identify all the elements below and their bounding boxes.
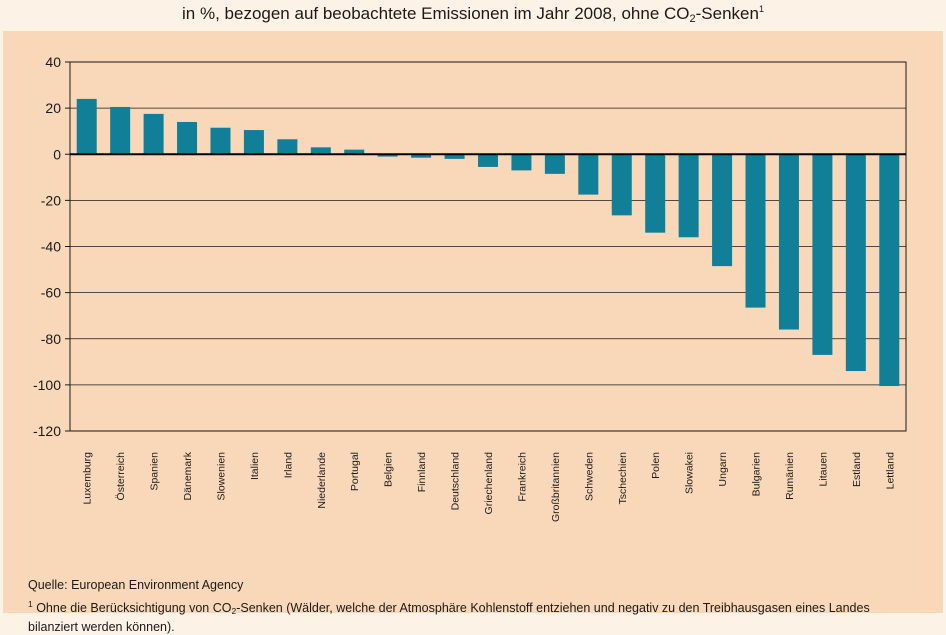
footnote-subscript: 2 <box>231 606 237 616</box>
x-tick-label: Estland <box>851 452 863 487</box>
bar <box>411 154 432 158</box>
x-tick-label: Slowakei <box>684 452 696 494</box>
bar-layer <box>76 98 900 387</box>
grid-layer <box>69 61 907 432</box>
y-tick-label: -80 <box>41 331 61 347</box>
x-tick-label: Ungarn <box>717 452 729 487</box>
bar <box>310 147 331 155</box>
x-tick-label: Dänemark <box>182 451 194 500</box>
x-tick-label: Bulgarien <box>751 452 763 497</box>
title-text: in %, bezogen auf beobachtete Emissionen… <box>182 4 690 23</box>
source-note: Quelle: European Environment Agency <box>28 578 244 592</box>
x-tick-label: Belgien <box>383 452 395 487</box>
title-footnote-mark: 1 <box>758 4 764 14</box>
x-tick-label: Polen <box>650 452 662 479</box>
title-subscript: 2 <box>689 13 696 25</box>
x-tick-label: Frankreich <box>516 452 528 502</box>
bar <box>210 127 231 155</box>
bar <box>678 154 699 238</box>
bar <box>377 154 398 157</box>
bar <box>143 113 164 155</box>
y-tick-label: 0 <box>53 146 61 162</box>
y-tick-label: -60 <box>41 285 61 301</box>
bar <box>845 154 866 372</box>
bar <box>778 154 799 330</box>
bar <box>578 154 599 195</box>
chart-title: in %, bezogen auf beobachtete Emissionen… <box>0 4 946 25</box>
x-tick-label: Irland <box>282 452 294 478</box>
bar <box>712 154 733 267</box>
x-tick-label: Italien <box>249 452 261 480</box>
label-layer: Luxemburg Österreich Spanien Dänemark Slowen… <box>82 451 897 522</box>
bar-chart: 40 20 0 -20 -40 -60 -80 -100 -120 Luxemburg Öster… <box>33 54 907 522</box>
x-tick-label: Portugal <box>349 452 361 491</box>
title-text-suffix: -Senken <box>695 4 759 23</box>
bar <box>812 154 833 355</box>
x-tick-label: Großbritannien <box>550 452 562 522</box>
bar <box>444 154 465 159</box>
bar <box>611 154 632 216</box>
bar <box>344 149 365 155</box>
bar <box>544 154 565 174</box>
bar <box>76 98 97 155</box>
x-tick-label: Lettland <box>884 452 896 490</box>
x-tick-label: Rumänien <box>784 452 796 500</box>
x-tick-label: Deutschland <box>450 452 462 511</box>
y-tick-label: -100 <box>33 377 61 393</box>
y-tick-label: 20 <box>45 100 61 116</box>
x-tick-label: Schweden <box>583 452 595 501</box>
bar <box>879 154 900 387</box>
x-tick-label: Litauen <box>817 452 829 487</box>
bar <box>745 154 766 308</box>
chart-panel: 40 20 0 -20 -40 -60 -80 -100 -120 Luxemburg Öster… <box>3 31 943 634</box>
bar <box>177 121 198 155</box>
y-tick-label: 40 <box>45 54 61 70</box>
bar <box>277 139 298 155</box>
footnote-text-suffix: -Senken (Wälder, welche der Atmosphäre K… <box>28 601 870 634</box>
footnote-mark: 1 <box>28 599 33 609</box>
y-tick-label: -20 <box>41 192 61 208</box>
x-tick-label: Niederlande <box>316 452 328 509</box>
x-tick-label: Österreich <box>115 452 127 501</box>
footnote: 1 Ohne die Berücksichtigung von CO2-Senk… <box>28 596 908 635</box>
footnote-text: Ohne die Berücksichtigung von CO <box>32 601 232 615</box>
bar <box>478 154 498 167</box>
y-tick-label: -120 <box>33 423 61 439</box>
x-tick-label: Spanien <box>149 452 161 491</box>
x-tick-label: Finnland <box>416 452 428 492</box>
x-tick-label: Luxemburg <box>82 452 94 505</box>
bar <box>110 106 131 155</box>
bar <box>243 130 264 155</box>
bar <box>511 154 532 171</box>
y-tick-label: -40 <box>41 239 61 255</box>
x-tick-label: Slowenien <box>215 452 227 501</box>
bar <box>645 154 666 233</box>
x-tick-label: Tschechien <box>617 452 629 505</box>
x-tick-label: Griechenland <box>483 452 495 515</box>
axis-layer: 40 20 0 -20 -40 -60 -80 -100 -120 <box>33 54 906 439</box>
